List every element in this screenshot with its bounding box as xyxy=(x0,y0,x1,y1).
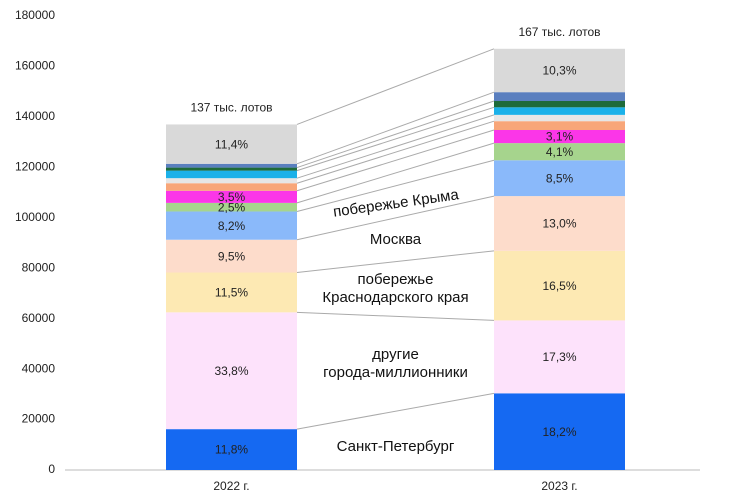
value-label: 3,5% xyxy=(218,190,246,204)
bar-segment xyxy=(166,429,297,470)
connector xyxy=(296,114,495,179)
bar-segment xyxy=(494,107,625,115)
bar-segment xyxy=(166,163,297,168)
bar-segment xyxy=(166,178,297,184)
x-tick-label: 2023 г. xyxy=(541,479,577,493)
connector xyxy=(296,106,495,172)
bar-segment xyxy=(494,121,625,131)
bar-segment xyxy=(494,92,625,101)
y-tick-label: 60000 xyxy=(22,311,56,325)
bar-segment xyxy=(166,202,297,212)
y-tick-label: 40000 xyxy=(22,361,56,375)
bar-segment xyxy=(166,183,297,191)
y-tick-label: 120000 xyxy=(15,160,55,174)
y-tick-label: 80000 xyxy=(22,260,56,274)
value-label: 11,5% xyxy=(215,286,248,300)
series-label: побережье Краснодарского края xyxy=(322,271,469,307)
y-tick-label: 180000 xyxy=(15,8,55,22)
value-label: 11,8% xyxy=(215,443,248,457)
connector xyxy=(296,142,495,204)
value-label: 9,5% xyxy=(218,249,246,263)
y-tick-label: 100000 xyxy=(15,210,55,224)
series-label: другие города-миллионники xyxy=(323,345,468,381)
value-label: 10,3% xyxy=(542,64,576,78)
bar-segment xyxy=(166,170,297,179)
series-label: Санкт-Петербург xyxy=(336,437,455,455)
bar-segment xyxy=(494,114,625,122)
value-label: 16,5% xyxy=(542,279,576,293)
value-label: 18,2% xyxy=(542,425,576,439)
value-label: 13,0% xyxy=(542,217,576,231)
bar-segment xyxy=(494,320,625,394)
bar-segment xyxy=(494,130,625,144)
bar-segment xyxy=(166,312,297,430)
connector xyxy=(296,195,495,241)
bar-segment xyxy=(494,250,625,321)
bar-segment xyxy=(494,48,625,93)
value-label: 3,1% xyxy=(546,130,574,144)
connector xyxy=(296,100,495,169)
connector xyxy=(296,311,495,321)
y-tick-label: 0 xyxy=(48,462,55,476)
value-label: 8,5% xyxy=(546,171,574,185)
bar-segment xyxy=(166,272,297,313)
connector xyxy=(296,159,495,212)
bar-segment xyxy=(166,124,297,164)
bar-segment xyxy=(166,211,297,240)
connector xyxy=(296,129,495,192)
bar-segment xyxy=(494,160,625,197)
connector xyxy=(296,250,495,274)
y-tick-label: 140000 xyxy=(15,109,55,123)
bar-segment xyxy=(494,100,625,108)
bar-segment xyxy=(166,167,297,171)
value-label: 8,2% xyxy=(218,219,246,233)
connector xyxy=(296,120,495,184)
value-label: 4,1% xyxy=(546,145,574,159)
connector xyxy=(296,48,495,125)
value-label: 17,3% xyxy=(542,350,576,364)
value-label: 33,8% xyxy=(214,364,248,378)
connector xyxy=(296,91,495,165)
connector xyxy=(296,392,495,430)
bar-segment xyxy=(166,239,297,273)
bar-segment xyxy=(494,196,625,251)
bar-segment xyxy=(494,393,625,470)
total-label: 167 тыс. лотов xyxy=(518,25,600,39)
total-label: 137 тыс. лотов xyxy=(190,101,272,115)
y-tick-label: 160000 xyxy=(15,59,55,73)
value-label: 11,4% xyxy=(215,137,248,151)
y-tick-label: 20000 xyxy=(22,412,56,426)
bar-segment xyxy=(166,190,297,203)
value-label: 2,5% xyxy=(218,200,246,214)
bar-segment xyxy=(494,143,625,161)
x-tick-label: 2022 г. xyxy=(213,479,249,493)
series-label: Москва xyxy=(369,230,422,248)
